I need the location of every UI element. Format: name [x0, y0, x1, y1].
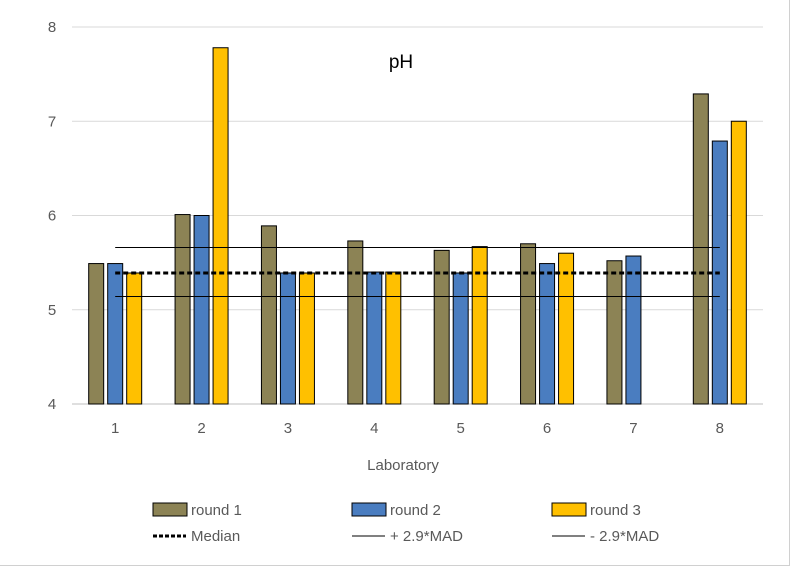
bar-round-2-lab-2 [193, 215, 210, 405]
bar-round-1-lab-2 [174, 214, 191, 405]
legend: round 1 round 2 round 3 Median + 2.9*MAD - 2.… [152, 502, 659, 545]
x-tick-label: 6 [543, 420, 551, 437]
bar-round-2-lab-5 [452, 272, 469, 405]
x-tick-label: 3 [284, 420, 292, 437]
x-tick-label: 8 [716, 420, 724, 437]
legend-swatch-round-3 [551, 502, 587, 517]
reference-lines [115, 247, 720, 298]
legend-swatch-round-1 [152, 502, 188, 517]
bar-round-2-lab-1 [107, 263, 124, 405]
bar-round-3-lab-8 [730, 120, 747, 405]
x-tick-label: 5 [457, 420, 465, 437]
bar-round-3-lab-5 [471, 246, 488, 405]
bar-round-1-lab-4 [347, 240, 364, 405]
bar-round-1-lab-5 [433, 249, 450, 405]
bar-round-1-lab-6 [520, 243, 537, 405]
bar-round-3-lab-2 [212, 47, 229, 405]
x-tick-label: 4 [370, 420, 378, 437]
y-tick-label: 6 [48, 208, 56, 225]
bar-round-1-lab-7 [606, 260, 623, 405]
bars [88, 47, 747, 405]
bar-round-2-lab-6 [539, 263, 556, 405]
legend-swatch-round-2 [351, 502, 387, 517]
legend-label: + 2.9*MAD [390, 528, 463, 545]
y-axis-ticks: 4 5 6 7 8 [48, 19, 56, 413]
bar-round-3-lab-1 [126, 272, 143, 405]
bar-round-1-lab-3 [260, 225, 277, 405]
chart-title: pH [389, 52, 413, 73]
bar-round-2-lab-4 [366, 271, 383, 405]
y-tick-label: 4 [48, 396, 56, 413]
legend-label: round 1 [191, 502, 242, 519]
legend-label: round 3 [590, 502, 641, 519]
y-tick-label: 7 [48, 113, 56, 130]
bar-round-2-lab-3 [279, 272, 296, 405]
y-tick-label: 8 [48, 19, 56, 36]
legend-label: Median [191, 528, 240, 545]
bar-round-3-lab-3 [298, 272, 315, 405]
x-tick-label: 7 [629, 420, 637, 437]
legend-label: round 2 [390, 502, 441, 519]
bar-round-2-lab-7 [625, 255, 642, 405]
bar-round-1-lab-8 [692, 93, 709, 405]
legend-label: - 2.9*MAD [590, 528, 659, 545]
bar-round-1-lab-1 [88, 263, 105, 405]
y-tick-label: 5 [48, 302, 56, 319]
x-axis-label: Laboratory [367, 457, 439, 474]
x-tick-label: 2 [197, 420, 205, 437]
bar-round-3-lab-4 [385, 271, 402, 405]
x-tick-label: 1 [111, 420, 119, 437]
x-axis-ticks: 1 2 3 4 5 6 7 8 [111, 420, 724, 437]
bar-round-3-lab-6 [558, 252, 575, 405]
